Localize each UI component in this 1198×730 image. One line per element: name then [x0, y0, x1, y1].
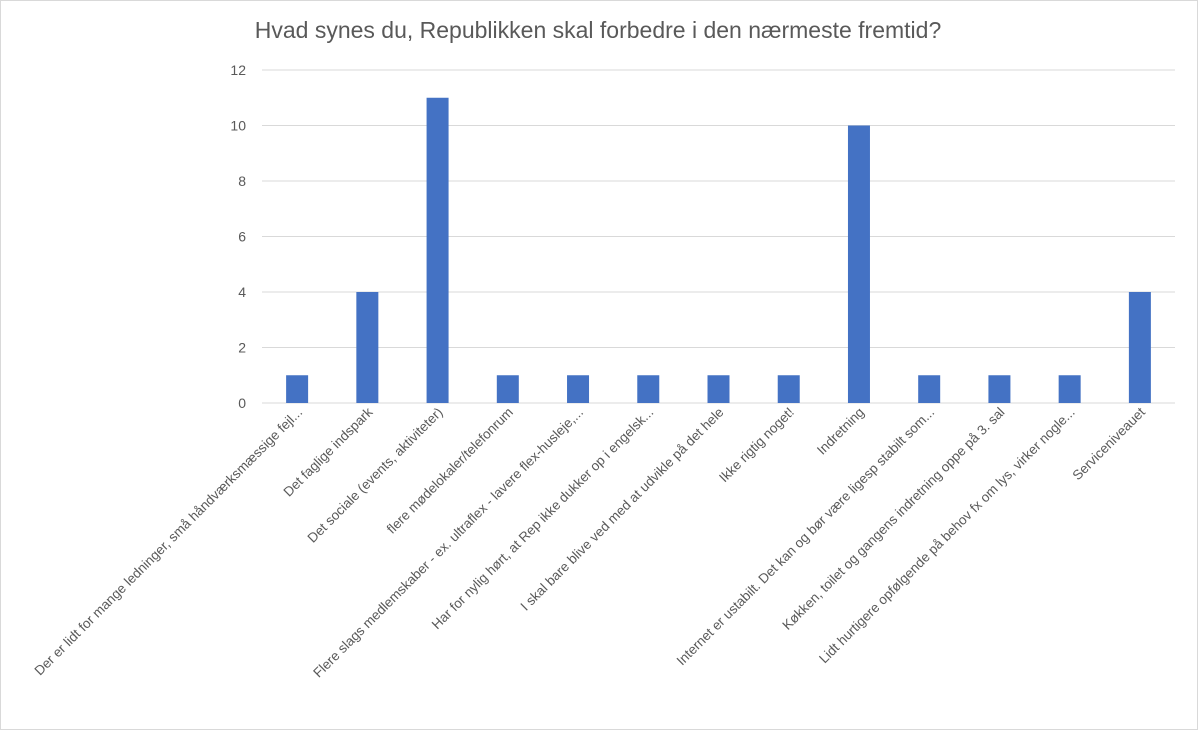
bar[interactable] — [426, 97, 449, 403]
y-tick-label: 12 — [230, 62, 246, 78]
y-tick-label: 6 — [238, 229, 246, 245]
y-axis-ticks: 0 2 4 6 8 10 12 — [230, 62, 246, 411]
bar[interactable] — [988, 375, 1011, 403]
gridlines — [262, 69, 1175, 404]
bar[interactable] — [286, 375, 309, 403]
y-tick-label: 0 — [238, 395, 246, 411]
chart-title: Hvad synes du, Republikken skal forbedre… — [255, 17, 942, 43]
bar[interactable] — [1128, 292, 1151, 403]
bar[interactable] — [707, 375, 730, 403]
bar[interactable] — [777, 375, 800, 403]
bar[interactable] — [567, 375, 590, 403]
y-tick-label: 8 — [238, 173, 246, 189]
bar[interactable] — [1058, 375, 1081, 403]
bar[interactable] — [918, 375, 941, 403]
y-tick-label: 2 — [238, 340, 246, 356]
bar[interactable] — [637, 375, 660, 403]
bar[interactable] — [847, 125, 870, 404]
bar[interactable] — [356, 292, 379, 403]
bar[interactable] — [496, 375, 519, 403]
bars — [286, 97, 1151, 404]
y-tick-label: 4 — [238, 284, 246, 300]
y-tick-label: 10 — [230, 118, 246, 134]
